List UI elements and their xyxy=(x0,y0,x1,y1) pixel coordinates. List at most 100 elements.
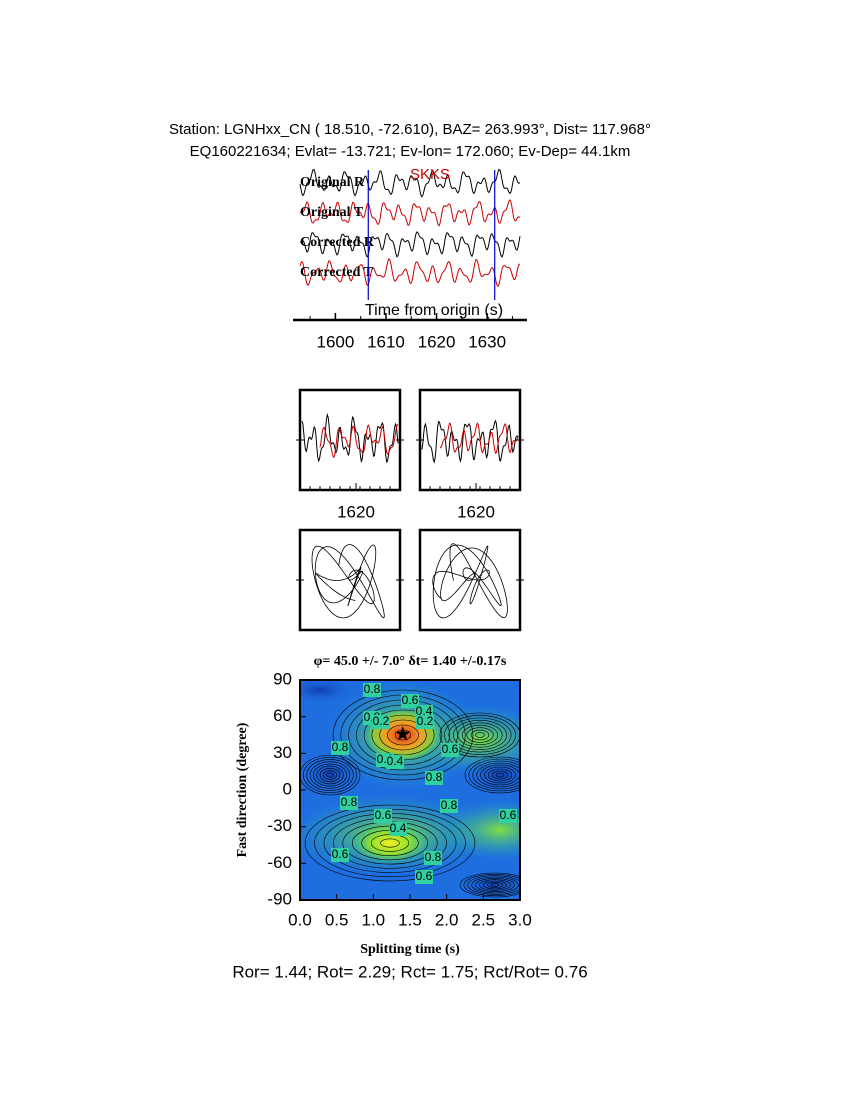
y-tick-label: -30 xyxy=(267,816,292,835)
contour-line xyxy=(444,715,516,755)
contour-line xyxy=(470,729,490,741)
footer: Ror= 1.44; Rot= 2.29; Rct= 1.75; Rct/Rot… xyxy=(232,962,587,981)
contour-line xyxy=(306,759,354,791)
contour-line xyxy=(476,762,520,788)
y-tick-label: 60 xyxy=(273,706,292,725)
contour-line xyxy=(316,765,344,785)
phase-label: SKKS xyxy=(410,166,450,183)
contour-line xyxy=(448,717,512,753)
contour-label: 0.8 xyxy=(426,770,443,784)
contour-line xyxy=(457,722,503,748)
contour-label: 0.6 xyxy=(375,808,392,822)
x-tick-label: 1600 xyxy=(316,332,354,351)
contour-line xyxy=(380,838,400,848)
contour-label: 0.8 xyxy=(425,850,442,864)
trace xyxy=(301,412,399,464)
field-blob xyxy=(300,680,360,705)
contour-label: 0.6 xyxy=(332,847,349,861)
contour-label-bg xyxy=(374,809,392,823)
x-tick-label: 1620 xyxy=(457,502,495,521)
x-tick-label: 1630 xyxy=(468,332,506,351)
contour-label-bg xyxy=(441,743,459,757)
contour-line xyxy=(379,719,427,751)
x-axis-label: Time from origin (s) xyxy=(365,302,503,319)
contour-line xyxy=(483,880,507,890)
contour-label-bg xyxy=(331,848,349,862)
header-line: EQ160221634; Evlat= -13.721; Ev-lon= 172… xyxy=(190,143,631,160)
x-tick-label: 0.5 xyxy=(325,910,349,929)
best-fit: ★ xyxy=(394,723,412,745)
contour-label-bg xyxy=(416,715,434,729)
trace-label: Original R xyxy=(300,175,365,190)
x-tick-label: 2.0 xyxy=(435,910,459,929)
contour-label-bg xyxy=(424,851,442,865)
contour-label: 0.8 xyxy=(441,798,458,812)
contour-line xyxy=(323,770,337,780)
x-tick-label: 2.5 xyxy=(472,910,496,929)
contour-line xyxy=(475,732,485,738)
x-tick-label: 1610 xyxy=(367,332,405,351)
contour-label-bg xyxy=(425,771,443,785)
contour-label-bg xyxy=(415,870,433,884)
y-tick-label: 0 xyxy=(283,779,292,798)
contour-line xyxy=(491,770,509,780)
contour-label: 0.8 xyxy=(332,740,349,754)
y-tick-label: -90 xyxy=(267,889,292,908)
contour-label-bg xyxy=(440,799,458,813)
contour-line xyxy=(475,878,515,892)
y-axis-label: Fast direction (degree) xyxy=(235,722,250,857)
contour-line xyxy=(439,712,520,758)
header-line: Station: LGNHxx_CN ( 18.510, -72.610), B… xyxy=(169,121,651,138)
contour-field: 0.80.60.40.20.20.80.80.60.40.80.80.80.60… xyxy=(300,680,520,900)
x-tick-label: 1620 xyxy=(337,502,375,521)
trace xyxy=(299,199,521,227)
trace xyxy=(319,424,399,459)
contour-line xyxy=(486,882,504,888)
y-tick-label: 30 xyxy=(273,743,292,762)
contour-line xyxy=(490,883,500,887)
trace xyxy=(299,168,521,198)
trace-label: Corrected T xyxy=(300,265,374,280)
contour-line xyxy=(309,761,351,789)
contour-line xyxy=(464,756,520,794)
contour-line xyxy=(488,768,512,782)
field-blob xyxy=(460,755,520,795)
contour-label: 0.6 xyxy=(416,869,433,883)
contour-label-bg xyxy=(363,683,381,697)
contour-line xyxy=(332,689,474,781)
trace xyxy=(299,257,521,288)
particle-path xyxy=(311,544,385,619)
contour-line xyxy=(472,760,520,790)
contour-label: 0.8 xyxy=(364,682,381,696)
contour-line xyxy=(313,763,347,787)
x-tick-label: 3.0 xyxy=(508,910,532,929)
trace xyxy=(439,422,519,454)
contour-line xyxy=(461,724,499,746)
x-tick-label: 1620 xyxy=(418,332,456,351)
contour-line xyxy=(459,872,520,898)
contour-line xyxy=(479,879,511,891)
x-tick-label: 0.0 xyxy=(288,910,312,929)
contour-line xyxy=(394,729,412,741)
x-tick-label: 1.0 xyxy=(362,910,386,929)
y-tick-label: -60 xyxy=(267,853,292,872)
contour-label-bg xyxy=(340,796,358,810)
contour-line xyxy=(463,874,520,896)
contour-line xyxy=(303,756,357,794)
contour-line xyxy=(319,768,341,782)
contour-line xyxy=(467,875,520,895)
contour-label-bg xyxy=(389,822,407,836)
contour-label-bg xyxy=(499,809,517,823)
contour-label-bg xyxy=(372,715,390,729)
contour-label: 0.4 xyxy=(390,821,407,835)
contour-line xyxy=(466,727,494,743)
y-tick-label: 90 xyxy=(273,669,292,688)
field-blob xyxy=(350,821,430,865)
contour-label: 0.6 xyxy=(500,808,517,822)
contour-line xyxy=(304,804,476,882)
trace-label: Corrected R xyxy=(300,235,375,250)
contour-label: 0.6 xyxy=(442,742,459,756)
contour-line xyxy=(326,772,334,778)
contour-label: 0.6 xyxy=(402,693,419,707)
trace xyxy=(421,419,519,464)
